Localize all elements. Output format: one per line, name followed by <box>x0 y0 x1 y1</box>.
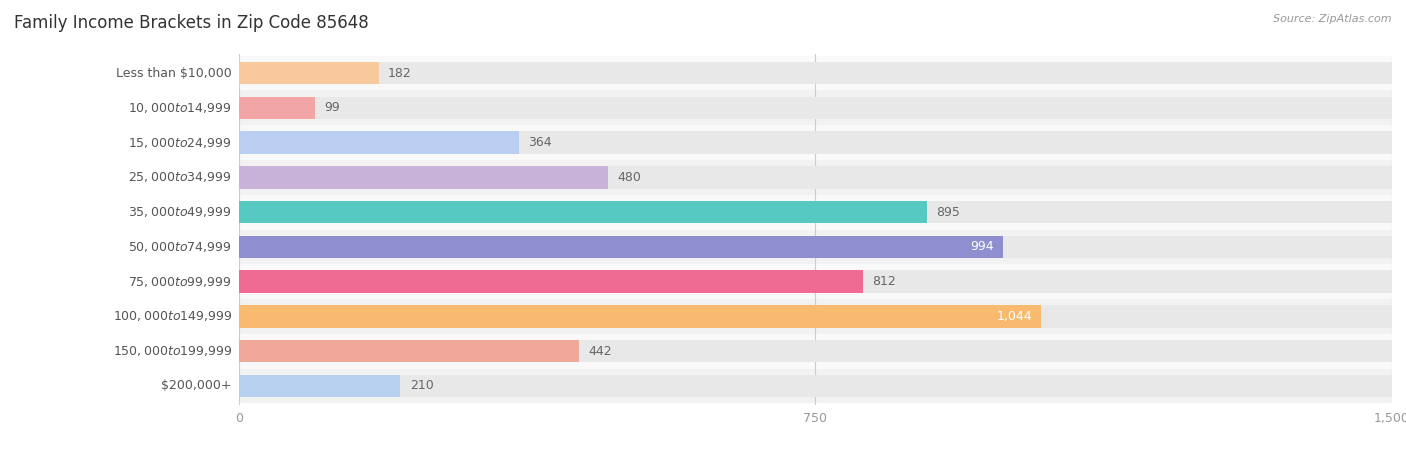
Text: $50,000 to $74,999: $50,000 to $74,999 <box>128 240 232 254</box>
Bar <box>239 340 579 362</box>
Text: $25,000 to $34,999: $25,000 to $34,999 <box>128 171 232 184</box>
Bar <box>239 201 1392 223</box>
Text: 442: 442 <box>588 345 612 358</box>
Bar <box>239 125 1392 160</box>
Bar <box>239 90 1392 125</box>
Bar <box>239 62 378 85</box>
Bar <box>239 236 1002 258</box>
Text: $100,000 to $149,999: $100,000 to $149,999 <box>112 310 232 324</box>
Bar <box>239 166 607 189</box>
Text: 994: 994 <box>970 240 994 253</box>
Text: $15,000 to $24,999: $15,000 to $24,999 <box>128 135 232 149</box>
Bar <box>239 305 1042 328</box>
Bar <box>239 56 1392 90</box>
Bar <box>239 131 519 154</box>
Bar <box>239 305 1392 328</box>
Bar <box>239 270 1392 293</box>
Bar <box>239 62 1392 85</box>
Text: 480: 480 <box>617 171 641 184</box>
Bar <box>239 97 1392 119</box>
Text: 364: 364 <box>529 136 551 149</box>
Bar <box>239 166 1392 189</box>
Bar <box>239 236 1392 258</box>
Text: $75,000 to $99,999: $75,000 to $99,999 <box>128 274 232 288</box>
Bar <box>239 270 863 293</box>
Bar <box>239 340 1392 362</box>
Text: Less than $10,000: Less than $10,000 <box>117 67 232 80</box>
Text: 99: 99 <box>325 101 340 114</box>
Text: 182: 182 <box>388 67 412 80</box>
Text: 210: 210 <box>409 379 433 392</box>
Text: $35,000 to $49,999: $35,000 to $49,999 <box>128 205 232 219</box>
Text: $150,000 to $199,999: $150,000 to $199,999 <box>112 344 232 358</box>
Bar <box>239 374 401 397</box>
Bar <box>239 369 1392 403</box>
Text: Source: ZipAtlas.com: Source: ZipAtlas.com <box>1274 14 1392 23</box>
Bar <box>239 201 927 223</box>
Bar <box>239 97 315 119</box>
Bar <box>239 195 1392 230</box>
Bar <box>239 299 1392 334</box>
Bar <box>239 131 1392 154</box>
Bar <box>239 374 1392 397</box>
Bar <box>239 230 1392 264</box>
Text: 1,044: 1,044 <box>997 310 1032 323</box>
Bar <box>239 264 1392 299</box>
Text: 812: 812 <box>872 275 896 288</box>
Text: $10,000 to $14,999: $10,000 to $14,999 <box>128 101 232 115</box>
Text: 895: 895 <box>936 206 960 219</box>
Bar <box>239 334 1392 369</box>
Text: $200,000+: $200,000+ <box>162 379 232 392</box>
Bar <box>239 160 1392 195</box>
Text: Family Income Brackets in Zip Code 85648: Family Income Brackets in Zip Code 85648 <box>14 14 368 32</box>
